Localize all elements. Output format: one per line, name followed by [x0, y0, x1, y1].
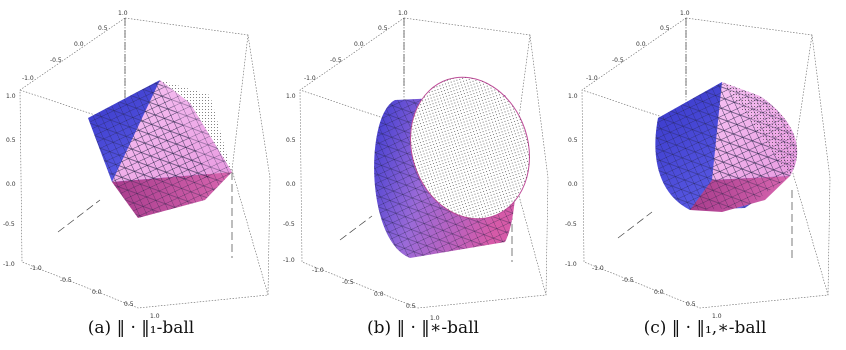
tick-label: -1.0 — [586, 75, 598, 82]
tick-label: 0.5 — [6, 137, 16, 144]
tick-label: 1.0 — [118, 10, 128, 17]
octahedron — [88, 80, 232, 218]
panel-c-l1-nuclear-ball: 1.0 0.5 0.0 -0.5 -1.0 1.0 0.5 0.0 -0.5 -… — [565, 10, 831, 320]
tick-label: 0.5 — [286, 137, 296, 144]
tick-label: 1.0 — [568, 93, 578, 100]
tick-label: -0.5 — [283, 221, 295, 228]
tick-label: 0.5 — [568, 137, 578, 144]
tick-label: -0.5 — [3, 221, 15, 228]
tick-label: -1.0 — [3, 261, 15, 268]
tick-label: 0.0 — [92, 289, 102, 296]
panel-a-l1-ball: 1.0 0.5 0.0 -0.5 -1.0 1.0 0.5 0.0 -0.5 -… — [3, 10, 271, 320]
tick-label: 0.5 — [406, 303, 416, 310]
tick-label: -0.5 — [60, 277, 72, 284]
tick-label: 1.0 — [712, 313, 722, 320]
tick-label: 0.5 — [686, 301, 696, 308]
caption-b: (b) ‖ · ‖∗-ball — [367, 318, 479, 338]
tick-label: 0.0 — [6, 181, 16, 188]
caption-c: (c) ‖ · ‖₁,∗-ball — [643, 318, 767, 338]
tick-label: -1.0 — [30, 265, 42, 272]
tick-label: -0.5 — [622, 277, 634, 284]
tick-labels: 1.0 0.5 0.0 -0.5 -1.0 1.0 0.5 0.0 -0.5 -… — [3, 10, 160, 320]
tick-label: -0.5 — [565, 221, 577, 228]
tick-label: -1.0 — [592, 265, 604, 272]
tick-label: 0.0 — [286, 181, 296, 188]
tick-label: 0.0 — [374, 291, 384, 298]
tick-label: 1.0 — [430, 315, 440, 322]
tick-label: 1.0 — [150, 313, 160, 320]
tick-label: 0.0 — [74, 41, 84, 48]
tick-label: -1.0 — [312, 267, 324, 274]
tick-label: 0.0 — [354, 41, 364, 48]
tick-label: 0.5 — [660, 25, 670, 32]
tick-label: -1.0 — [565, 261, 577, 268]
tick-label: 0.5 — [378, 25, 388, 32]
panel-b-nuclear-ball: 1.0 0.5 0.0 -0.5 -1.0 1.0 0.5 0.0 -0.5 -… — [283, 10, 549, 322]
tick-label: 0.0 — [636, 41, 646, 48]
tick-label: -1.0 — [22, 75, 34, 82]
tick-label: 0.0 — [654, 289, 664, 296]
tick-label: 1.0 — [398, 10, 408, 17]
tick-label: -0.5 — [612, 57, 624, 64]
cylinder — [374, 76, 530, 258]
tick-label: -1.0 — [283, 257, 295, 264]
tick-label: 0.5 — [124, 301, 134, 308]
tick-label: -0.5 — [330, 57, 342, 64]
tick-label: 1.0 — [6, 93, 16, 100]
tick-labels: 1.0 0.5 0.0 -0.5 -1.0 1.0 0.5 0.0 -0.5 -… — [283, 10, 440, 322]
intersection-body — [655, 82, 798, 212]
tick-labels: 1.0 0.5 0.0 -0.5 -1.0 1.0 0.5 0.0 -0.5 -… — [565, 10, 722, 320]
tick-label: -0.5 — [342, 279, 354, 286]
tick-label: 0.0 — [568, 181, 578, 188]
tick-label: 1.0 — [680, 10, 690, 17]
tick-label: 0.5 — [98, 25, 108, 32]
caption-a: (a) ‖ · ‖₁-ball — [87, 318, 195, 338]
tick-label: -1.0 — [304, 75, 316, 82]
tick-label: -0.5 — [50, 57, 62, 64]
tick-label: 1.0 — [286, 93, 296, 100]
